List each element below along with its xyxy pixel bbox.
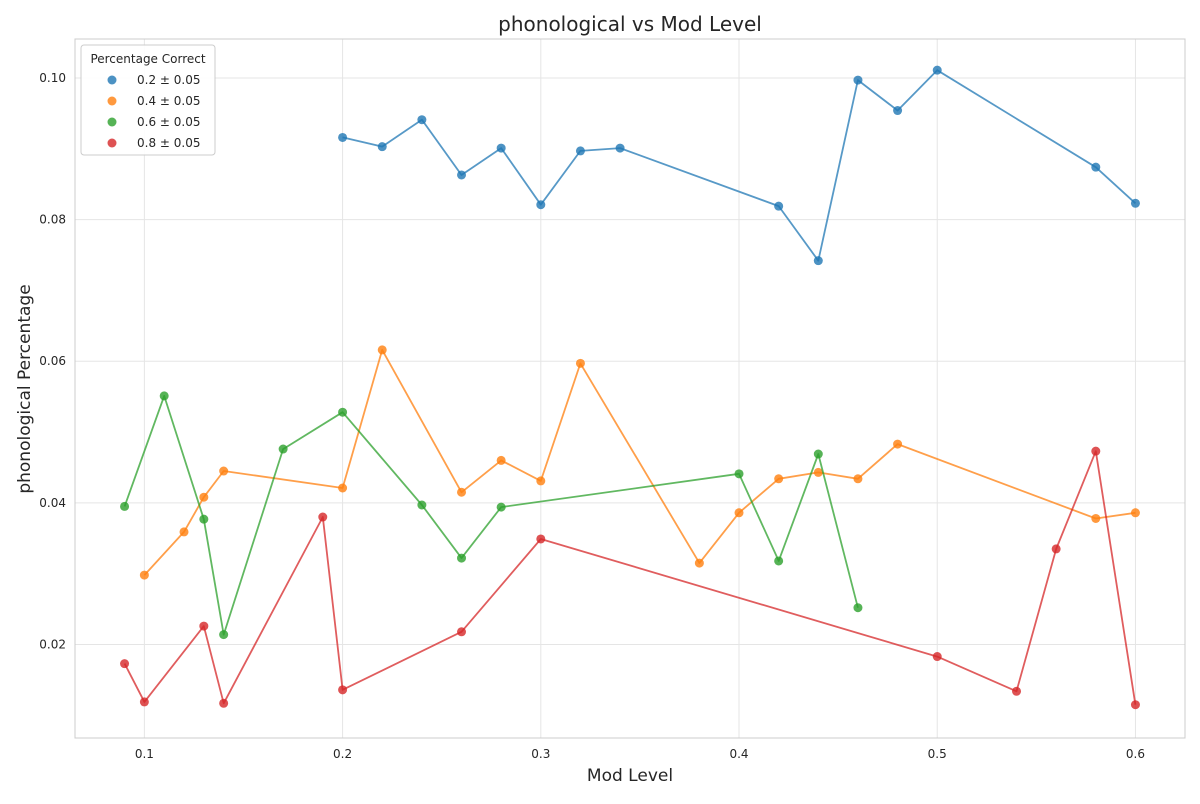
data-point	[734, 469, 744, 479]
tick-labels: 0.1 0.2 0.3 0.4 0.5 0.6 0.02 0.04 0.06 0.08 0.10	[39, 71, 1145, 761]
data-point	[417, 500, 427, 510]
series-layer	[120, 65, 1140, 710]
legend-marker	[107, 138, 117, 148]
data-point	[1091, 513, 1101, 523]
legend-marker	[107, 117, 117, 127]
series-2	[139, 345, 1140, 580]
data-point	[1130, 198, 1140, 208]
data-point	[1012, 686, 1022, 696]
series-3	[120, 391, 863, 640]
series-line	[143, 348, 1136, 576]
data-point	[199, 514, 209, 524]
y-tick-label: 0.08	[39, 213, 66, 227]
data-point	[139, 570, 149, 580]
x-tick-label: 0.6	[1126, 747, 1145, 761]
data-point	[536, 534, 546, 544]
x-axis-label: Mod Level	[587, 766, 673, 786]
data-point	[159, 391, 169, 401]
data-point	[734, 508, 744, 518]
y-tick-label: 0.06	[39, 354, 66, 368]
legend-marker	[107, 75, 117, 85]
data-point	[318, 512, 328, 522]
legend-entry-label: 0.4 ± 0.05	[137, 94, 201, 108]
data-point	[774, 474, 784, 484]
grid	[75, 39, 1185, 738]
data-point	[932, 65, 942, 75]
data-point	[1130, 700, 1140, 710]
series-4	[120, 446, 1140, 710]
data-point	[199, 621, 209, 631]
legend-box	[80, 44, 216, 156]
data-point	[575, 358, 585, 368]
data-point	[774, 201, 784, 211]
data-point	[813, 467, 823, 477]
data-point	[278, 444, 288, 454]
data-point	[1091, 162, 1101, 172]
data-point	[1130, 508, 1140, 518]
data-point	[338, 685, 348, 695]
legend-title: Percentage Correct	[90, 52, 205, 66]
data-point	[496, 455, 506, 465]
data-point	[219, 630, 229, 640]
data-point	[457, 553, 467, 563]
chart-title: phonological vs Mod Level	[498, 12, 762, 36]
data-point	[219, 698, 229, 708]
data-point	[853, 474, 863, 484]
y-tick-label: 0.10	[39, 71, 66, 85]
legend-entry-label: 0.6 ± 0.05	[137, 115, 201, 129]
data-point	[457, 170, 467, 180]
data-point	[417, 115, 427, 125]
data-point	[496, 143, 506, 153]
y-axis-label: phonological Percentage	[15, 284, 35, 493]
data-point	[853, 75, 863, 85]
data-point	[774, 556, 784, 566]
data-point	[139, 697, 149, 707]
data-point	[338, 483, 348, 493]
plot-frame	[74, 38, 1186, 739]
data-point	[377, 345, 387, 355]
data-point	[338, 407, 348, 417]
legend-entry-label: 0.2 ± 0.05	[137, 73, 201, 87]
x-tick-label: 0.2	[333, 747, 352, 761]
data-point	[813, 449, 823, 459]
data-point	[536, 476, 546, 486]
series-line	[123, 394, 859, 636]
data-point	[932, 652, 942, 662]
data-point	[338, 132, 348, 142]
y-tick-label: 0.02	[39, 638, 66, 652]
data-point	[219, 466, 229, 476]
data-point	[813, 256, 823, 266]
legend-marker	[107, 96, 117, 106]
data-point	[615, 143, 625, 153]
data-point	[1091, 446, 1101, 456]
y-tick-label: 0.04	[39, 496, 66, 510]
legend-entries: 0.2 ± 0.05 0.4 ± 0.05 0.6 ± 0.05 0.8 ± 0.05	[107, 73, 201, 150]
data-point	[1051, 544, 1061, 554]
legend-entry-label: 0.8 ± 0.05	[137, 136, 201, 150]
legend: Percentage Correct 0.2 ± 0.050.4 ± 0.050…	[80, 44, 216, 156]
x-tick-label: 0.3	[531, 747, 550, 761]
data-point	[377, 142, 387, 152]
data-point	[457, 487, 467, 497]
x-tick-label: 0.1	[135, 747, 154, 761]
data-point	[694, 558, 704, 568]
data-point	[536, 200, 546, 210]
data-point	[893, 439, 903, 449]
x-tick-label: 0.4	[729, 747, 748, 761]
series-1	[338, 65, 1140, 266]
x-tick-label: 0.5	[928, 747, 947, 761]
data-point	[199, 492, 209, 502]
data-point	[853, 603, 863, 613]
data-point	[457, 627, 467, 637]
data-point	[179, 527, 189, 537]
data-point	[120, 501, 130, 511]
data-point	[575, 146, 585, 156]
data-point	[496, 502, 506, 512]
data-point	[893, 106, 903, 116]
data-point	[120, 659, 130, 669]
